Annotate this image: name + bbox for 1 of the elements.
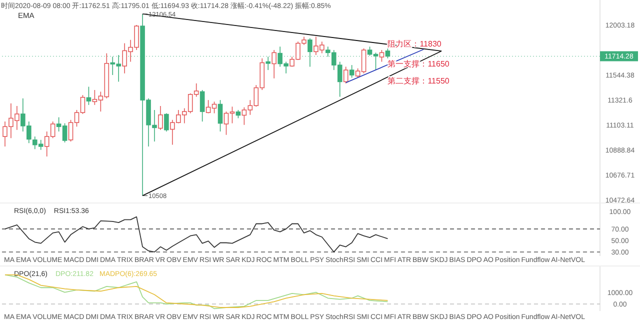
annotation: 第二支撑：11550 xyxy=(388,76,450,86)
